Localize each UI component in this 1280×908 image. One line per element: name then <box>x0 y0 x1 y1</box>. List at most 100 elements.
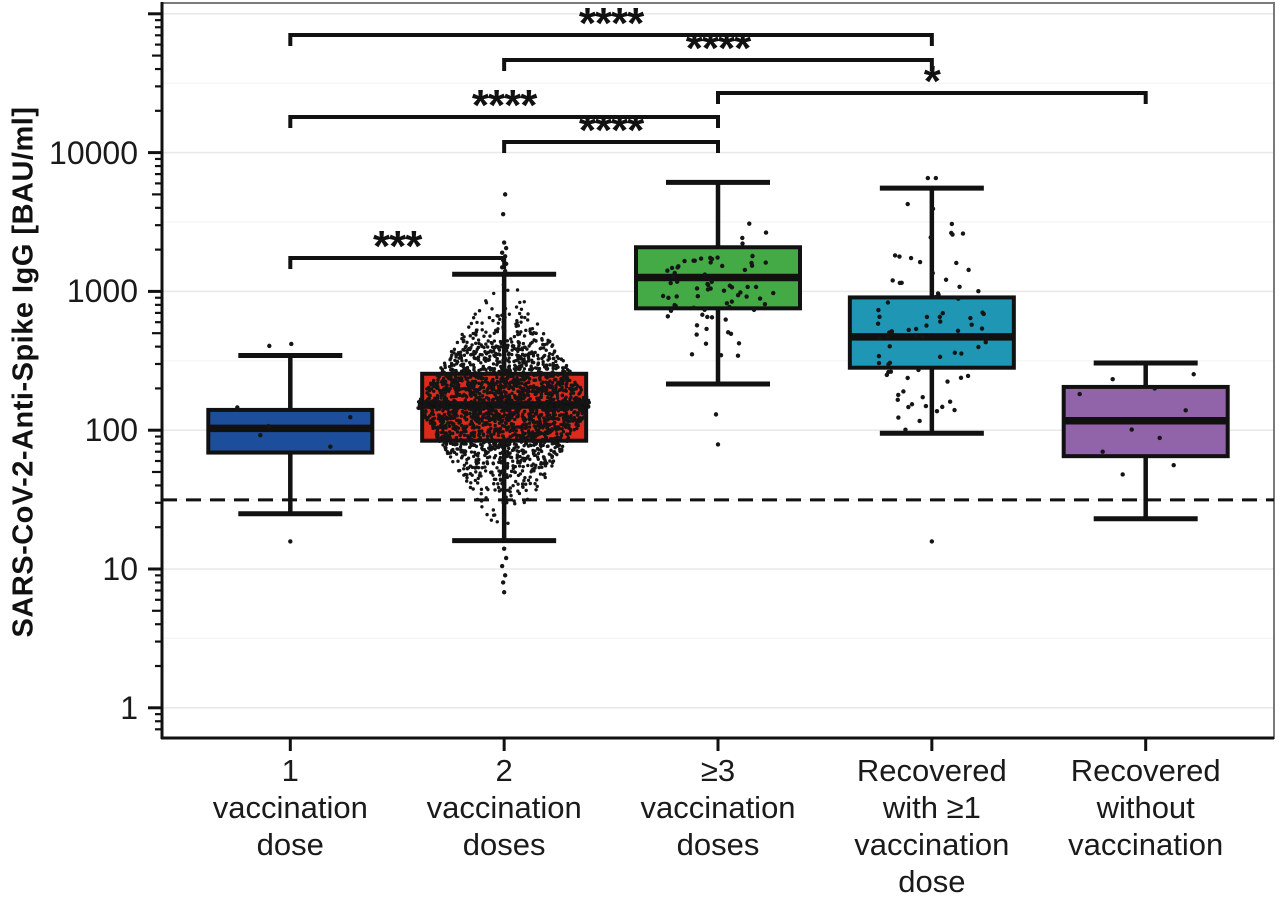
data-point <box>890 331 895 337</box>
data-point <box>469 408 473 412</box>
data-point <box>545 414 549 418</box>
data-point <box>462 463 467 467</box>
data-point <box>960 231 966 236</box>
data-point <box>509 469 514 474</box>
data-point <box>521 403 525 407</box>
data-point <box>501 469 505 474</box>
data-point <box>578 385 583 390</box>
data-point <box>429 382 433 387</box>
data-point <box>474 470 478 474</box>
data-point <box>957 284 962 289</box>
data-point <box>524 328 528 333</box>
data-point <box>451 447 455 452</box>
data-point <box>439 396 443 400</box>
data-point <box>437 374 442 378</box>
data-point <box>519 307 524 312</box>
data-point <box>694 323 700 328</box>
data-point <box>499 377 503 381</box>
data-point <box>510 423 514 427</box>
data-point <box>924 323 929 328</box>
data-point <box>515 453 520 457</box>
data-point <box>520 469 525 473</box>
data-point <box>504 500 508 504</box>
data-point <box>762 302 768 307</box>
data-point <box>502 463 506 467</box>
data-point <box>465 479 469 483</box>
data-point <box>476 355 481 360</box>
data-point <box>556 399 561 404</box>
data-point <box>456 459 460 463</box>
data-point <box>541 332 546 336</box>
data-point <box>536 451 541 456</box>
data-point <box>444 442 449 447</box>
data-point <box>462 372 466 376</box>
data-point <box>958 375 964 380</box>
data-point <box>528 329 532 333</box>
data-point <box>524 482 528 486</box>
data-point <box>529 365 533 370</box>
data-point <box>555 393 560 397</box>
data-point <box>454 452 459 456</box>
data-point <box>916 367 921 373</box>
data-point <box>519 363 524 368</box>
data-point <box>521 341 526 346</box>
data-point <box>266 423 271 429</box>
data-point <box>495 314 499 318</box>
data-point <box>484 299 488 303</box>
data-point <box>556 405 560 409</box>
data-point <box>541 455 546 459</box>
data-point <box>469 481 473 485</box>
data-point <box>468 485 473 490</box>
data-point <box>568 397 572 401</box>
data-point <box>440 370 445 374</box>
data-point <box>587 405 591 409</box>
data-point <box>548 428 552 433</box>
data-point <box>439 425 443 429</box>
data-point <box>449 400 454 405</box>
data-point <box>473 351 477 356</box>
data-point <box>513 363 517 367</box>
data-point <box>969 322 974 327</box>
data-point <box>483 379 488 383</box>
data-point <box>584 400 589 404</box>
data-point <box>524 363 528 368</box>
data-point <box>576 384 580 388</box>
data-point <box>471 415 475 420</box>
data-point <box>455 380 460 384</box>
data-point <box>502 358 506 363</box>
data-point <box>489 426 493 431</box>
data-point <box>474 333 478 337</box>
data-point <box>503 315 507 320</box>
data-point <box>515 329 520 334</box>
data-point <box>480 439 484 443</box>
data-point <box>510 340 514 344</box>
data-point <box>450 438 454 442</box>
data-point <box>493 427 497 431</box>
data-point <box>444 383 448 387</box>
data-point <box>476 476 480 481</box>
data-point <box>503 245 509 251</box>
data-point <box>475 497 480 502</box>
data-point <box>474 458 478 462</box>
data-point <box>505 454 509 459</box>
data-point <box>442 440 447 444</box>
data-point <box>520 357 524 361</box>
data-point <box>501 361 505 365</box>
data-point <box>489 518 494 522</box>
data-point <box>534 392 538 396</box>
data-point <box>495 363 499 367</box>
data-point <box>553 445 557 450</box>
data-point <box>489 408 494 413</box>
data-point <box>666 295 671 301</box>
data-point <box>563 399 567 403</box>
data-point <box>544 411 549 415</box>
data-point <box>498 317 502 321</box>
data-point <box>526 380 531 385</box>
data-point <box>526 312 530 316</box>
data-point <box>555 396 560 400</box>
data-point <box>550 397 554 402</box>
data-point <box>463 449 467 453</box>
data-point <box>548 363 552 367</box>
sig-bracket-1 <box>288 33 934 46</box>
data-point <box>528 443 532 447</box>
